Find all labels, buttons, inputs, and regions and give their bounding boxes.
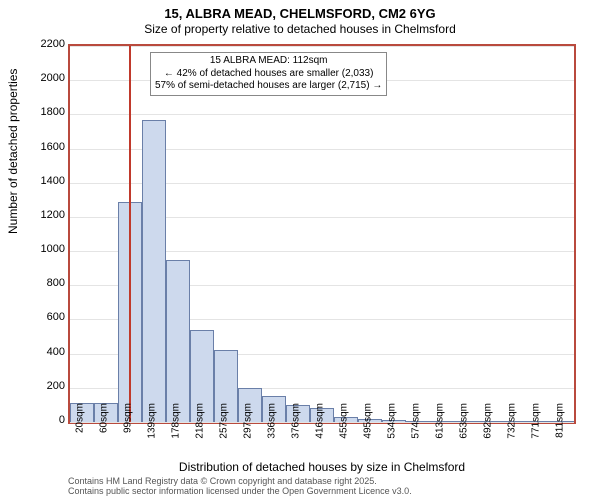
chart-container: 15, ALBRA MEAD, CHELMSFORD, CM2 6YG Size… [0, 0, 600, 500]
reference-line [129, 46, 131, 422]
ytick-label: 1600 [25, 141, 65, 153]
ytick-label: 800 [25, 277, 65, 289]
footnote-line2: Contains public sector information licen… [68, 486, 412, 496]
xtick-label: 495sqm [363, 403, 374, 453]
annotation-line2: ← 42% of detached houses are smaller (2,… [155, 68, 382, 81]
ytick-label: 2000 [25, 72, 65, 84]
xtick-label: 732sqm [507, 403, 518, 453]
xtick-label: 811sqm [555, 403, 566, 453]
x-axis-label: Distribution of detached houses by size … [68, 460, 576, 474]
ytick-label: 1200 [25, 209, 65, 221]
xtick-label: 336sqm [267, 403, 278, 453]
xtick-label: 60sqm [99, 403, 110, 453]
xtick-label: 534sqm [387, 403, 398, 453]
annotation-line3: 57% of semi-detached houses are larger (… [155, 80, 382, 93]
xtick-label: 376sqm [291, 403, 302, 453]
annotation-box: 15 ALBRA MEAD: 112sqm← 42% of detached h… [150, 52, 387, 96]
ytick-label: 1800 [25, 106, 65, 118]
title-sub: Size of property relative to detached ho… [0, 22, 600, 36]
xtick-label: 178sqm [171, 403, 182, 453]
xtick-label: 20sqm [75, 403, 86, 453]
title-main: 15, ALBRA MEAD, CHELMSFORD, CM2 6YG [0, 6, 600, 21]
xtick-label: 218sqm [195, 403, 206, 453]
y-axis-label: Number of detached properties [6, 69, 20, 234]
ytick-label: 0 [25, 414, 65, 426]
histogram-bar [166, 260, 190, 422]
footnote: Contains HM Land Registry data © Crown c… [68, 476, 588, 496]
gridline [70, 46, 574, 47]
ytick-label: 2200 [25, 38, 65, 50]
xtick-label: 574sqm [411, 403, 422, 453]
gridline [70, 114, 574, 115]
xtick-label: 455sqm [339, 403, 350, 453]
ytick-label: 600 [25, 311, 65, 323]
xtick-label: 297sqm [243, 403, 254, 453]
plot-area: 15 ALBRA MEAD: 112sqm← 42% of detached h… [68, 44, 576, 424]
xtick-label: 771sqm [531, 403, 542, 453]
ytick-label: 400 [25, 346, 65, 358]
xtick-label: 99sqm [123, 403, 134, 453]
xtick-label: 653sqm [459, 403, 470, 453]
ytick-label: 1000 [25, 243, 65, 255]
xtick-label: 257sqm [219, 403, 230, 453]
ytick-label: 200 [25, 380, 65, 392]
xtick-label: 613sqm [435, 403, 446, 453]
ytick-label: 1400 [25, 175, 65, 187]
xtick-label: 139sqm [147, 403, 158, 453]
annotation-line1: 15 ALBRA MEAD: 112sqm [155, 55, 382, 68]
xtick-label: 692sqm [483, 403, 494, 453]
footnote-line1: Contains HM Land Registry data © Crown c… [68, 476, 377, 486]
xtick-label: 416sqm [315, 403, 326, 453]
histogram-bar [142, 120, 166, 423]
